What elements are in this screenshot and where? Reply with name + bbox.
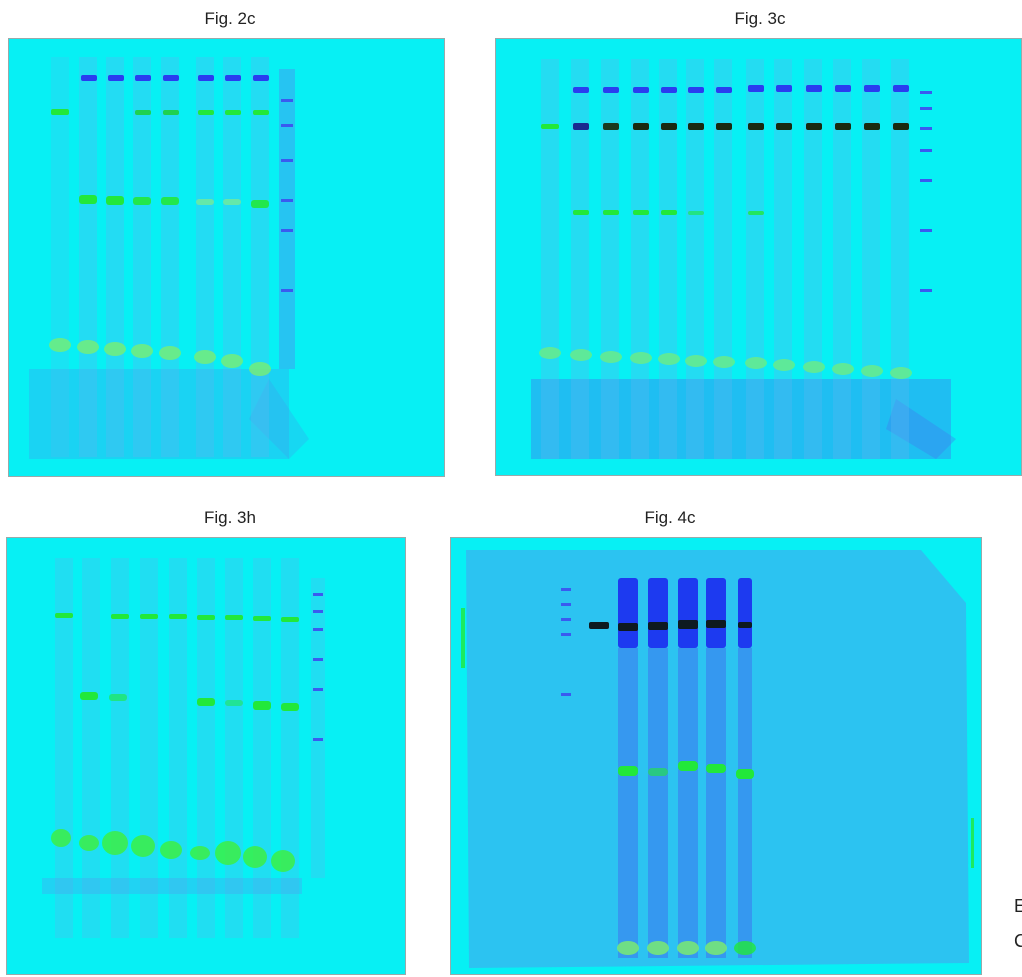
green-band-row-3 <box>617 941 756 955</box>
smear-tail <box>886 399 956 459</box>
ladder-bands <box>920 91 932 292</box>
fig4c-gel-image <box>450 537 982 975</box>
fig4c-caption: Fig. 4c <box>644 508 696 527</box>
green-band-row-1 <box>55 613 299 622</box>
green-band-row-3 <box>51 829 295 872</box>
fig3h-gel-image <box>6 537 406 975</box>
bottom-band-row <box>42 878 302 894</box>
fig3c-gel-svg <box>531 59 956 459</box>
green-band-row-2 <box>618 761 754 779</box>
green-band-row-3 <box>539 347 912 379</box>
ladder-bands <box>561 588 571 696</box>
green-band-row-2 <box>80 692 299 711</box>
green-band-row-1 <box>51 109 269 115</box>
lane-trails <box>618 648 752 958</box>
lanes <box>51 57 295 457</box>
fig4c-gel-svg <box>461 550 974 968</box>
fig3h-gel-svg <box>42 558 325 938</box>
ladder-bands <box>313 593 323 741</box>
bottom-smear <box>29 369 289 459</box>
right-edge-mark <box>971 818 974 868</box>
fig2c-caption: Fig. 2c <box>204 9 256 28</box>
edge-text-line1: E <box>1014 896 1022 916</box>
green-band-row-2 <box>573 210 764 215</box>
smear-tail <box>249 379 309 459</box>
fig2c-gel-svg <box>29 57 309 459</box>
dense-lanes <box>618 578 752 648</box>
dark-band-row <box>541 123 909 130</box>
fig3c-caption: Fig. 3c <box>734 9 786 28</box>
left-edge-mark <box>461 608 465 668</box>
green-band-row-3 <box>49 338 271 376</box>
fig3c-gel-image <box>495 38 1022 476</box>
bottom-smear <box>531 379 951 459</box>
fig2c-gel-image <box>8 38 445 477</box>
top-blue-bands <box>81 75 269 81</box>
ladder-bands <box>281 99 293 292</box>
top-blue-bands <box>573 85 909 93</box>
dark-band-row <box>589 620 752 631</box>
green-band-row-2 <box>79 195 269 208</box>
edge-text-line2: C <box>1014 931 1022 951</box>
fig3h-caption: Fig. 3h <box>204 508 256 527</box>
